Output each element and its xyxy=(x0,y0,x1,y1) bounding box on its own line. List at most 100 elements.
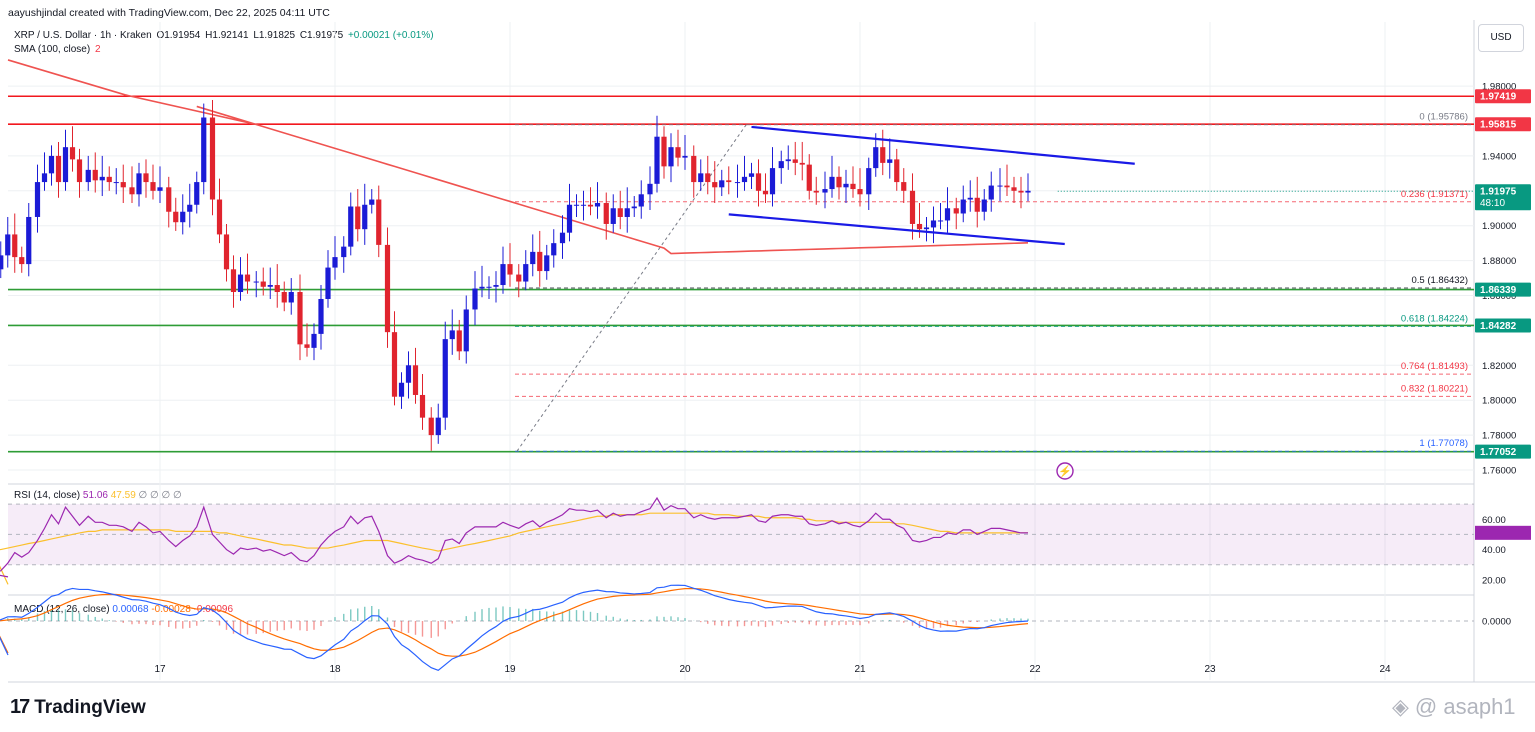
candle-body xyxy=(194,182,200,205)
candle-body xyxy=(500,264,506,286)
watermark-text: @ asaph1 xyxy=(1414,694,1516,719)
candle-body xyxy=(631,206,637,209)
candle-body xyxy=(755,173,762,191)
ohlc-low: L1.91825 xyxy=(253,30,296,41)
sma-value: 2 xyxy=(94,44,101,55)
candle-body xyxy=(129,187,135,195)
candle-body xyxy=(48,155,55,174)
candle-body xyxy=(69,147,76,160)
candle-body xyxy=(318,298,324,334)
fib-level-label: 0.5 (1.86432) xyxy=(1411,275,1468,286)
ohlc-close: C1.91975 xyxy=(299,30,344,41)
candle-body xyxy=(691,155,697,183)
candle-body xyxy=(909,190,916,224)
y-tick-label: 1.80000 xyxy=(1482,396,1516,407)
sma-line xyxy=(7,59,1029,255)
fib-level-label: 0.764 (1.81493) xyxy=(1401,361,1468,372)
candle-body xyxy=(274,285,280,293)
sma-legend[interactable]: SMA (100, close) 2 xyxy=(14,44,101,55)
tradingview-logo-icon: 17 xyxy=(10,696,30,718)
candle-body xyxy=(143,173,149,183)
candle-body xyxy=(341,246,347,258)
macd-signal-line xyxy=(0,587,1029,657)
candle-body xyxy=(661,136,667,167)
candle-body xyxy=(668,147,674,167)
candle-body xyxy=(806,164,812,191)
price-tag-label: 1.91975 xyxy=(1480,187,1517,198)
candle-body xyxy=(857,189,863,195)
candle-body xyxy=(325,267,331,299)
rsi-band xyxy=(8,504,1474,565)
candle-body xyxy=(719,180,725,188)
candle-body xyxy=(778,161,784,169)
candle-body xyxy=(472,288,478,310)
candle-body xyxy=(120,182,126,188)
price-tag xyxy=(1475,184,1531,211)
channel-lower-line xyxy=(728,213,1065,246)
candle-body xyxy=(391,332,398,397)
rsi-label: RSI (14, close) xyxy=(14,490,81,501)
candle-body xyxy=(726,180,732,183)
candle-body xyxy=(507,264,513,275)
candle-body xyxy=(99,176,105,181)
tradingview-brand[interactable]: 17 TradingView xyxy=(10,696,146,719)
watermark: ◈ @ asaph1 xyxy=(1392,694,1516,720)
x-tick-label: 17 xyxy=(154,664,166,675)
candle-body xyxy=(887,159,893,163)
candle-body xyxy=(297,292,303,345)
fib-level-label: 0 (1.95786) xyxy=(1419,112,1468,123)
y-tick-label: 1.94000 xyxy=(1482,151,1516,162)
candle-body xyxy=(741,176,748,183)
candle-body xyxy=(944,208,951,221)
symbol-name[interactable]: XRP / U.S. Dollar · 1h · Kraken xyxy=(14,30,152,41)
byline: aayushjindal created with TradingView.co… xyxy=(8,7,330,19)
candle-body xyxy=(187,204,193,212)
candle-body xyxy=(974,197,980,212)
candle-body xyxy=(866,168,872,195)
candle-body xyxy=(530,251,536,265)
ohlc-open: O1.91954 xyxy=(156,30,201,41)
x-tick-label: 23 xyxy=(1204,664,1216,675)
candle-body xyxy=(566,204,573,233)
candle-body xyxy=(106,176,112,183)
y-tick-label: 1.90000 xyxy=(1482,221,1516,232)
candle-body xyxy=(486,286,492,288)
rsi-value: 51.06 xyxy=(82,490,108,501)
candle-body xyxy=(960,199,966,214)
candle-body xyxy=(769,168,776,195)
candle-body xyxy=(288,292,294,303)
candle-body xyxy=(55,155,62,183)
candle-body xyxy=(734,182,741,184)
price-tag xyxy=(1475,282,1531,297)
candle-body xyxy=(1018,190,1024,193)
macd-value: 0.00068 xyxy=(112,604,149,615)
candle-body xyxy=(85,169,91,183)
candle-body xyxy=(405,365,412,383)
y-tick-label: 1.88000 xyxy=(1482,256,1516,267)
candle-body xyxy=(1025,190,1031,193)
candle-body xyxy=(894,159,900,183)
candle-body xyxy=(587,204,594,207)
candle-body xyxy=(997,185,1003,187)
candle-body xyxy=(76,159,83,183)
candle-body xyxy=(442,339,448,418)
candle-body xyxy=(479,286,485,289)
rsi-tick-label: 40.00 xyxy=(1482,545,1506,556)
candle-body xyxy=(412,365,419,395)
macd-tick-label: 0.0000 xyxy=(1482,617,1511,628)
candle-body xyxy=(1004,185,1010,188)
alert-icon-glyph: ⚡ xyxy=(1058,465,1072,478)
candle-body xyxy=(311,333,317,348)
candle-body xyxy=(698,173,704,183)
candle-body xyxy=(1011,187,1017,191)
candle-body xyxy=(304,344,310,348)
candle-body xyxy=(26,216,32,265)
candle-body xyxy=(516,274,522,282)
price-tag xyxy=(1475,444,1531,459)
fib-level-label: 1 (1.77078) xyxy=(1419,438,1468,449)
price-chart[interactable]: 17181920212223241.980001.940001.920001.9… xyxy=(0,0,1535,690)
candle-body xyxy=(136,173,142,195)
currency-button[interactable]: USD xyxy=(1478,24,1524,52)
candle-body xyxy=(166,187,172,212)
symbol-legend: XRP / U.S. Dollar · 1h · Kraken O1.91954… xyxy=(14,30,434,41)
